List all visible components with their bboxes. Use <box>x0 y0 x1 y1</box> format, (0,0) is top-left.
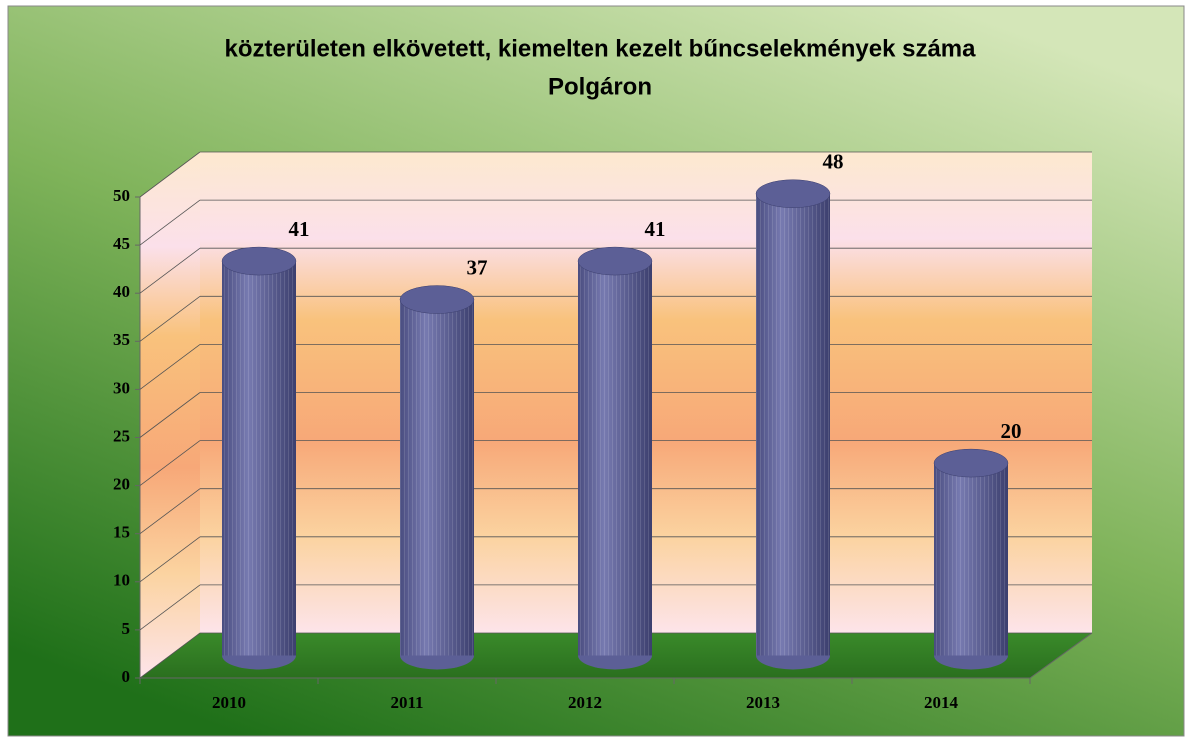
grid-line <box>139 151 201 198</box>
y-tick-label: 10 <box>113 571 130 590</box>
grid-line <box>139 247 201 294</box>
value-label: 20 <box>1001 419 1022 443</box>
y-tick-label: 25 <box>113 426 130 445</box>
y-tick-label: 35 <box>113 330 130 349</box>
value-label: 37 <box>467 255 488 279</box>
bar-top <box>933 448 1009 478</box>
y-tick-label: 20 <box>113 475 130 494</box>
y-tick-label: 15 <box>113 523 130 542</box>
x-tick-label: 2013 <box>746 693 780 712</box>
chart-title: Polgáron <box>548 73 652 100</box>
bar-texture <box>578 261 652 656</box>
grid-line <box>139 536 201 583</box>
y-tick-label: 40 <box>113 282 130 301</box>
value-label: 48 <box>823 150 844 174</box>
y-tick-label: 50 <box>113 186 130 205</box>
grid-line <box>139 295 201 342</box>
x-tick-label: 2012 <box>568 693 602 712</box>
x-tick-label: 2011 <box>390 693 423 712</box>
x-tick-label: 2014 <box>924 693 959 712</box>
x-tick-label: 2010 <box>212 693 246 712</box>
chart-title: közterületen elkövetett, kiemelten kezel… <box>225 35 977 62</box>
y-tick-label: 0 <box>122 667 131 686</box>
grid-line <box>139 632 201 679</box>
bar-top <box>755 179 831 208</box>
bar-top <box>221 246 297 276</box>
bar-texture <box>400 299 474 656</box>
grid-line <box>139 392 201 438</box>
grid-line <box>139 199 201 246</box>
y-tick-label: 45 <box>113 234 130 253</box>
y-tick-label: 30 <box>113 378 130 397</box>
bar-top <box>577 246 653 276</box>
grid-line <box>139 344 201 390</box>
grid-line <box>139 584 201 631</box>
bar-texture <box>756 193 830 656</box>
value-label: 41 <box>645 217 666 241</box>
bar-top <box>399 285 475 314</box>
bar-texture <box>934 463 1008 656</box>
bar-texture <box>222 261 296 656</box>
floor-edge <box>1029 632 1093 679</box>
grid-line <box>139 440 201 486</box>
y-tick-label: 5 <box>122 619 131 638</box>
value-label: 41 <box>289 217 310 241</box>
grid-line <box>139 488 201 535</box>
